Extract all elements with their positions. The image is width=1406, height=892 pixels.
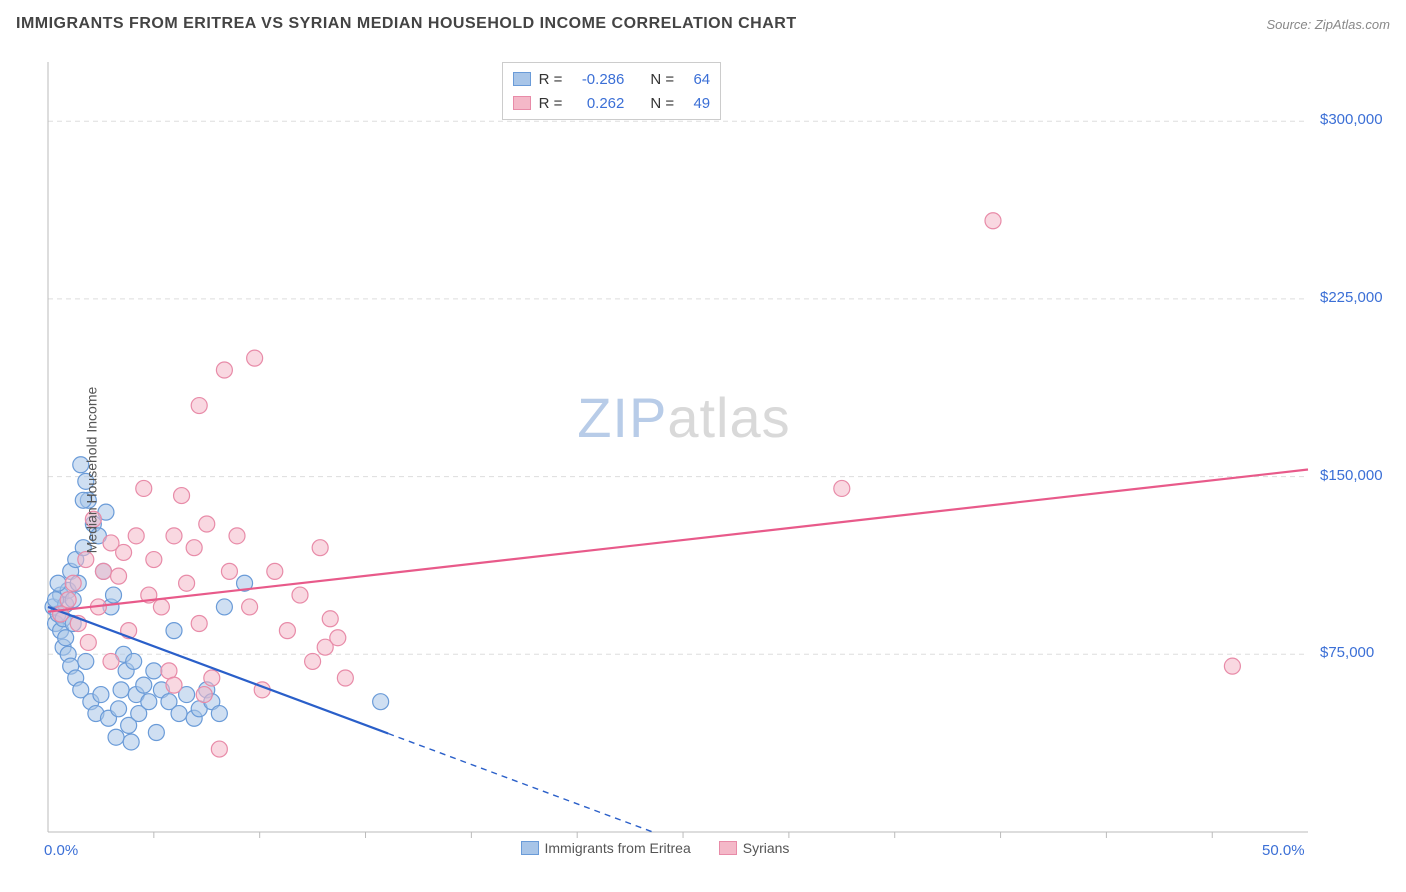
chart-container: Median Household Income ZIPatlas R =-0.2… (0, 48, 1406, 892)
swatch-icon (513, 72, 531, 86)
swatch-icon (521, 841, 539, 855)
stats-row-eritrea: R =-0.286N =64 (513, 67, 711, 91)
legend-item-eritrea: Immigrants from Eritrea (521, 840, 691, 856)
swatch-icon (719, 841, 737, 855)
source-attribution: Source: ZipAtlas.com (1266, 17, 1390, 32)
x-tick-label: 50.0% (1262, 842, 1305, 859)
y-tick-label: $150,000 (1320, 467, 1383, 484)
swatch-icon (513, 96, 531, 110)
correlation-stats-box: R =-0.286N =64R =0.262N =49 (502, 62, 722, 120)
scatter-plot-svg (0, 48, 1406, 892)
chart-title: IMMIGRANTS FROM ERITREA VS SYRIAN MEDIAN… (16, 15, 797, 33)
y-tick-label: $300,000 (1320, 111, 1383, 128)
legend-item-syrians: Syrians (719, 840, 790, 856)
legend-bottom: Immigrants from Eritrea Syrians (521, 840, 790, 856)
legend-label: Syrians (743, 840, 790, 856)
legend-label: Immigrants from Eritrea (545, 840, 691, 856)
y-tick-label: $225,000 (1320, 289, 1383, 306)
stats-row-syrians: R =0.262N =49 (513, 91, 711, 115)
y-axis-label: Median Household Income (83, 387, 99, 554)
x-tick-label: 0.0% (44, 842, 78, 859)
y-tick-label: $75,000 (1320, 644, 1374, 661)
